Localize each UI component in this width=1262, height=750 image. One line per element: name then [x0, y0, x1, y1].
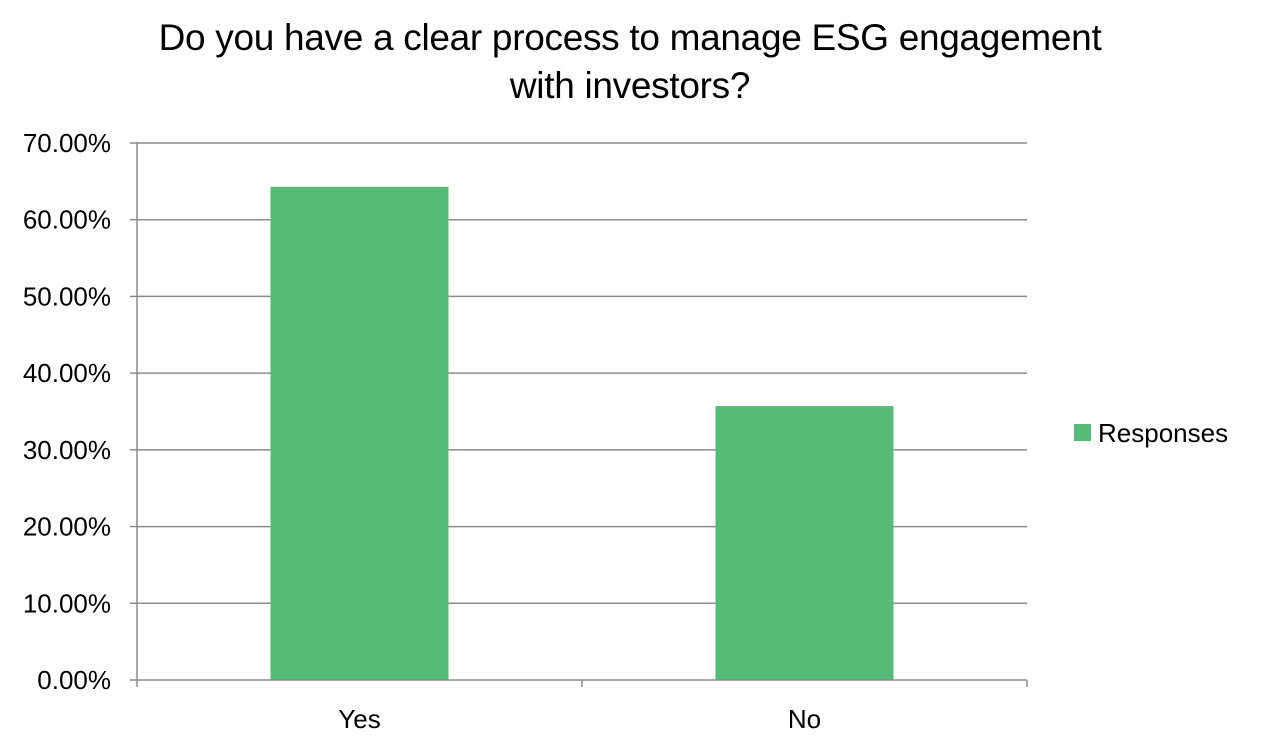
x-tick-label: Yes	[338, 704, 380, 734]
y-tick-labels: 0.00% 10.00% 20.00% 30.00% 40.00% 50.00% 60.00…	[23, 128, 111, 695]
bar-yes	[270, 186, 449, 680]
legend-swatch	[1074, 424, 1091, 441]
y-tick-label: 20.00%	[23, 512, 111, 542]
y-tick-label: 30.00%	[23, 435, 111, 465]
chart-title-line-2: with investors?	[509, 65, 751, 106]
y-tick-label: 40.00%	[23, 358, 111, 388]
chart-title: Do you have a clear process to manage ES…	[130, 14, 1130, 110]
x-tick-label: No	[788, 704, 821, 734]
axes	[130, 142, 1028, 687]
bar-no	[715, 406, 894, 680]
legend-label: Responses	[1098, 418, 1228, 448]
x-tick-labels: Yes No	[338, 704, 821, 734]
y-tick-label: 10.00%	[23, 588, 111, 618]
y-tick-label: 60.00%	[23, 205, 111, 235]
y-tick-label: 0.00%	[37, 665, 111, 695]
y-tick-label: 70.00%	[23, 128, 111, 158]
bars	[270, 186, 894, 680]
legend: Responses	[1074, 418, 1228, 448]
chart-title-line-1: Do you have a clear process to manage ES…	[158, 17, 1102, 58]
y-tick-label: 50.00%	[23, 281, 111, 311]
